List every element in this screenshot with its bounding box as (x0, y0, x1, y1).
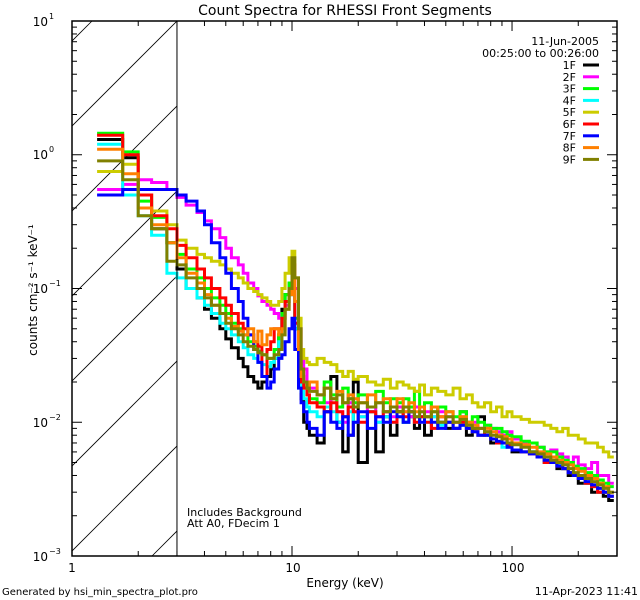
legend-label: 9F (563, 153, 576, 166)
series-line-9f (97, 159, 614, 494)
legend: 11-Jun-2005 00:25:00 to 00:26:00 1F2F3F4… (482, 35, 599, 166)
legend-label: 7F (563, 130, 576, 143)
annotation-background: Includes Background (187, 506, 302, 519)
y-tick-base: 10 (33, 15, 48, 29)
hatch-line (72, 21, 177, 127)
axis-ticks (71, 21, 618, 557)
annotation-attenuator: Att A0, FDecim 1 (187, 517, 280, 530)
legend-time-range: 00:25:00 to 00:26:00 (482, 47, 599, 60)
y-tick-label: 10 −2 (33, 413, 61, 430)
legend-date: 11-Jun-2005 (531, 35, 599, 48)
legend-label: 5F (563, 106, 576, 119)
y-axis-label: counts cm⁻² s⁻¹ keV⁻¹ (26, 224, 40, 356)
chart-title: Count Spectra for RHESSI Front Segments (198, 3, 492, 19)
y-tick-base: 10 (33, 550, 48, 564)
y-tick-exp: −2 (49, 413, 61, 422)
y-tick-exp: −1 (49, 279, 61, 288)
y-tick-base: 10 (33, 148, 48, 162)
y-tick-base: 10 (33, 416, 48, 430)
y-tick-exp: −3 (49, 547, 61, 556)
y-tick-base: 10 (33, 282, 48, 296)
x-tick-label: 10 (285, 561, 300, 575)
hatch-line (72, 445, 177, 552)
y-tick-label: 10 −1 (33, 279, 61, 296)
legend-label: 3F (563, 83, 576, 96)
legend-label: 4F (563, 94, 576, 107)
hatch-line (72, 105, 177, 212)
y-tick-label: 10 1 (33, 12, 54, 29)
x-axis-label: Energy (keV) (306, 576, 383, 590)
legend-label: 8F (563, 142, 576, 155)
series-line-5f (97, 162, 614, 459)
legend-label: 2F (563, 71, 576, 84)
hatch-line (72, 275, 177, 382)
series-group (97, 131, 614, 502)
y-tick-exp: 0 (49, 145, 54, 154)
footer-timestamp: 11-Apr-2023 11:41 (535, 585, 638, 598)
legend-label: 6F (563, 118, 576, 131)
legend-label: 1F (563, 59, 576, 72)
y-tick-label: 10 −3 (33, 547, 61, 564)
x-tick-label: 1 (68, 561, 76, 575)
footer-generated-by: Generated by hsi_min_spectra_plot.pro (2, 587, 198, 598)
x-tick-label: 100 (502, 561, 525, 575)
y-tick-label: 10 0 (33, 145, 54, 162)
y-tick-exp: 1 (49, 12, 54, 21)
